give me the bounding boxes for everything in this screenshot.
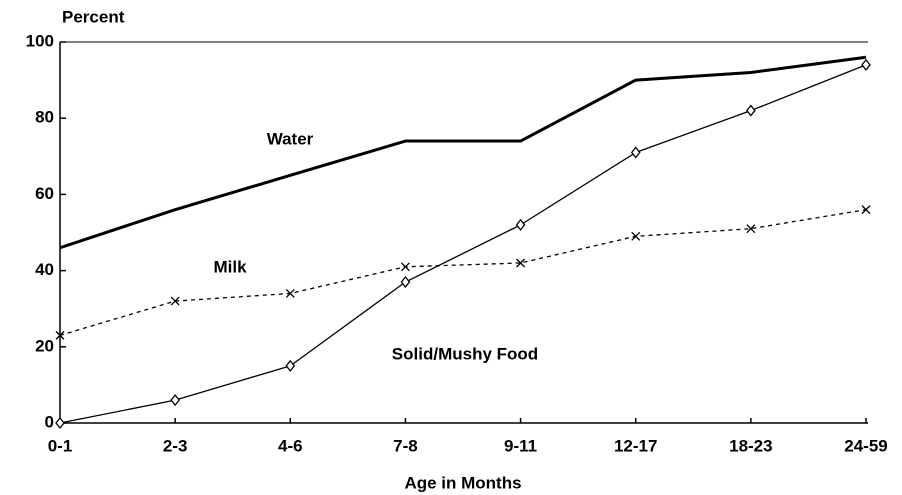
marker [861, 58, 871, 71]
marker [170, 394, 180, 407]
y-tick-label: 100 [26, 31, 54, 50]
series-label: Water [267, 129, 314, 148]
x-tick-label: 18-23 [729, 436, 772, 455]
y-tick-label: 40 [35, 260, 54, 279]
marker [285, 289, 295, 298]
marker [861, 205, 871, 215]
x-axis-label: Age in Months [404, 473, 521, 492]
marker [746, 224, 756, 234]
marker [630, 146, 641, 159]
marker [55, 330, 65, 340]
x-tick-label: 2-3 [163, 436, 188, 455]
series-line [59, 55, 867, 250]
marker [400, 262, 410, 272]
marker [746, 104, 756, 117]
y-tick-label: 80 [35, 108, 54, 127]
x-tick-label: 24-59 [844, 436, 887, 455]
marker [515, 218, 526, 231]
y-tick-label: 0 [45, 412, 54, 431]
series-line [59, 208, 867, 336]
series-label: Solid/Mushy Food [392, 344, 538, 363]
marker [516, 258, 526, 268]
series-line [59, 64, 867, 424]
marker [170, 296, 180, 306]
marker [55, 416, 65, 430]
y-tick-label: 20 [35, 336, 54, 355]
x-tick-label: 0-1 [48, 436, 73, 455]
marker [400, 275, 411, 289]
y-tick-label: 60 [35, 184, 54, 203]
x-tick-label: 4-6 [278, 436, 303, 455]
x-tick-label: 7-8 [393, 436, 418, 455]
series-label: Milk [213, 257, 247, 276]
x-tick-label: 9-11 [504, 436, 537, 455]
x-tick-label: 12-17 [614, 436, 657, 455]
marker [631, 231, 641, 241]
marker [285, 359, 296, 372]
y-axis-label: Percent [62, 7, 125, 26]
